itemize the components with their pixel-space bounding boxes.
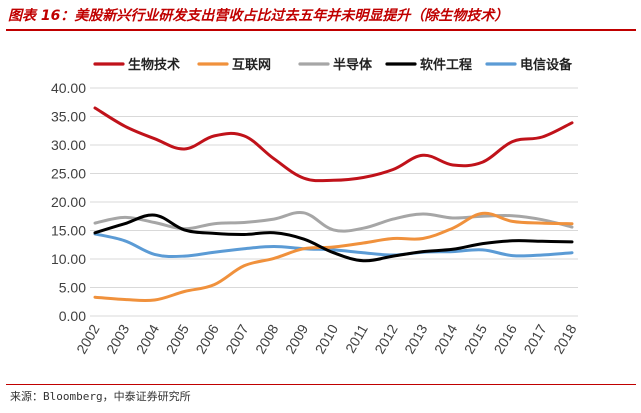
x-tick-label: 2005 (163, 321, 193, 356)
legend-label: 生物技术 (128, 57, 180, 73)
x-tick-label: 2016 (491, 321, 521, 356)
x-axis: 2002 2003 2004 2005 2006 2007 2008 2009 2010 2011… (73, 321, 580, 356)
x-tick-label: 2009 (282, 321, 312, 356)
series-line-3 (93, 210, 574, 233)
legend-label: 电信设备 (520, 57, 573, 73)
title-divider (6, 29, 636, 31)
legend-label: 互联网 (232, 58, 271, 73)
series-line-5 (93, 232, 574, 259)
source-divider (6, 384, 636, 385)
series-line-4 (93, 213, 574, 263)
series-line-2 (93, 211, 574, 303)
x-tick-label: 2018 (550, 321, 580, 356)
x-tick-label: 2006 (192, 321, 222, 356)
y-tick-label: 35.00 (51, 109, 86, 125)
y-tick-label: 15.00 (51, 223, 86, 239)
legend: 生物技术 互联网 半导体 软件工程 电信设备 (93, 57, 573, 73)
x-tick-label: 2008 (252, 321, 282, 356)
x-tick-label: 2017 (520, 321, 550, 356)
legend-label: 软件工程 (420, 57, 472, 73)
x-tick-label: 2004 (133, 321, 163, 356)
y-tick-label: 25.00 (51, 166, 86, 182)
grid-layer (90, 87, 578, 317)
y-tick-label: 0.00 (59, 308, 86, 324)
y-tick-label: 40.00 (51, 80, 86, 96)
source-note: 来源：Bloomberg，中泰证券研究所 (10, 390, 191, 403)
x-tick-label: 2003 (103, 321, 133, 356)
y-axis: 0.00 5.00 10.00 15.00 20.00 25.00 30.00 35.00 40… (51, 80, 86, 324)
x-tick-label: 2010 (312, 321, 342, 356)
series-layer (93, 106, 574, 303)
series-line-1 (93, 106, 574, 183)
x-tick-label: 2012 (371, 321, 401, 356)
x-tick-label: 2002 (73, 321, 103, 356)
legend-label: 半导体 (333, 57, 373, 73)
x-tick-label: 2011 (342, 321, 371, 355)
y-tick-label: 20.00 (51, 194, 86, 210)
y-tick-label: 10.00 (51, 251, 86, 267)
y-tick-label: 30.00 (51, 137, 86, 153)
y-tick-label: 5.00 (59, 280, 86, 296)
x-tick-label: 2013 (401, 321, 431, 356)
x-tick-label: 2014 (431, 321, 461, 356)
x-tick-label: 2015 (461, 321, 491, 356)
figure-title: 图表 16：美股新兴行业研发支出营收占比过去五年并未明显提升（除生物技术） (8, 8, 509, 24)
x-tick-label: 2007 (222, 321, 252, 356)
